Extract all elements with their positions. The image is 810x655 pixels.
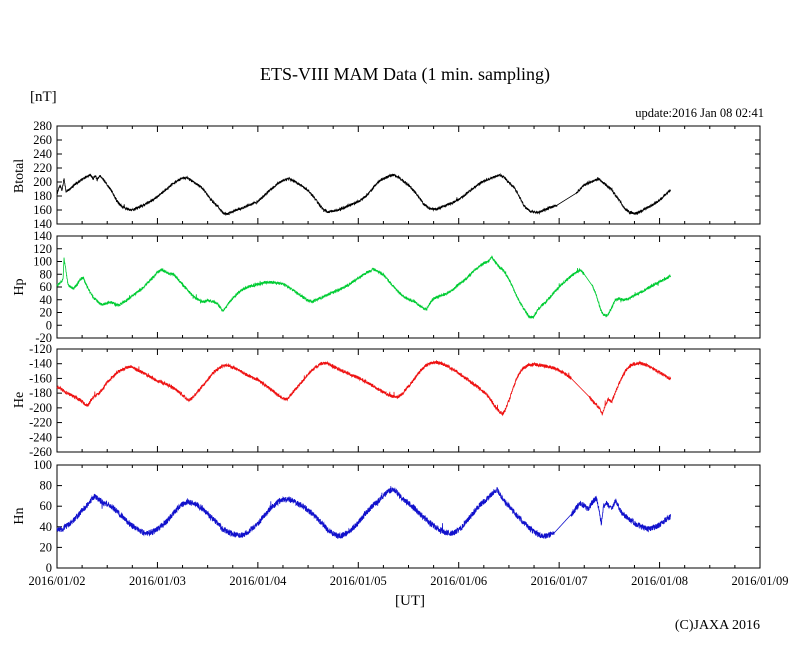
copyright-notice: (C)JAXA 2016: [674, 618, 760, 633]
panel-box-he: [56, 348, 761, 453]
y-tick-label: 200: [33, 175, 52, 189]
page-title: ETS-VIII MAM Data (1 min. sampling): [260, 64, 550, 84]
update-timestamp: update:2016 Jan 08 02:41: [635, 106, 764, 120]
y-tick-label: -200: [29, 401, 52, 415]
panel-box-hp: [56, 235, 761, 339]
series-line-he: [56, 359, 671, 417]
x-tick-label: 2016/01/05: [330, 574, 387, 588]
x-tick-label: 2016/01/08: [631, 574, 688, 588]
y-tick-label: -260: [29, 445, 52, 459]
x-tick-label: 2016/01/07: [531, 574, 588, 588]
y-unit-label: [nT]: [30, 89, 57, 105]
y-tick-label: 140: [33, 229, 52, 243]
x-unit-label: [UT]: [395, 593, 425, 609]
y-tick-label: 120: [33, 242, 52, 256]
y-tick-label: 180: [33, 189, 52, 203]
y-tick-label: -160: [29, 371, 52, 385]
series-line-btotal: [56, 172, 671, 217]
y-tick-label: 160: [33, 203, 52, 217]
x-tick-label: 2016/01/03: [129, 574, 186, 588]
y-tick-label: 240: [33, 147, 52, 161]
y-tick-label: 140: [33, 217, 52, 231]
y-tick-label: -20: [35, 331, 52, 345]
y-tick-label: 80: [40, 267, 53, 281]
x-tick-label: 2016/01/06: [430, 574, 487, 588]
y-tick-label: 100: [33, 255, 52, 269]
y-tick-label: -120: [29, 342, 52, 356]
y-tick-label: 80: [40, 479, 53, 493]
y-tick-label: 220: [33, 161, 52, 175]
y-tick-label: 20: [40, 540, 53, 554]
y-tick-label: 280: [33, 119, 52, 133]
x-tick-label: 2016/01/04: [229, 574, 287, 588]
y-tick-label: 40: [40, 520, 53, 534]
y-tick-label: -140: [29, 357, 52, 371]
series-line-hp: [56, 255, 671, 320]
y-tick-label: 100: [33, 458, 52, 472]
y-tick-label: -180: [29, 386, 52, 400]
y-tick-label: 0: [46, 318, 52, 332]
y-tick-label: 260: [33, 133, 52, 147]
series-line-hn: [56, 486, 671, 540]
y-tick-label: -240: [29, 430, 52, 444]
x-tick-label: 2016/01/02: [29, 574, 86, 588]
panel-box-hn: [56, 464, 761, 569]
y-tick-label: 0: [46, 561, 52, 575]
panel-box-btotal: [56, 125, 761, 225]
y-tick-label: 60: [40, 499, 53, 513]
y-tick-label: 40: [40, 293, 53, 307]
y-tick-label: 60: [40, 280, 53, 294]
y-tick-label: -220: [29, 416, 52, 430]
x-tick-label: 2016/01/09: [732, 574, 789, 588]
y-tick-label: 20: [40, 306, 53, 320]
